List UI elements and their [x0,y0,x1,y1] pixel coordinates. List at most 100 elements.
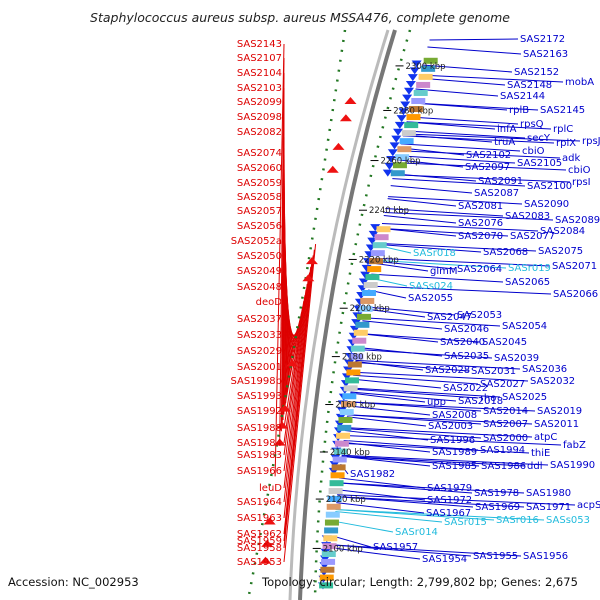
feature-block [322,543,337,550]
dotted-guides [246,29,412,600]
right-gene-label: SAS2065 [505,277,550,288]
plus-strand-gene [344,97,357,105]
feature-block [325,511,340,518]
right-connector [396,162,567,171]
feature-block [347,361,362,368]
plus-strand-gene [339,114,352,122]
right-gene-label: SAS2025 [502,392,547,403]
right-gene-label: SAS1978 [474,488,519,499]
left-connector [283,255,314,542]
left-connector [283,312,303,397]
minus-strand-gene [407,74,418,82]
right-gene-label: SAS2097 [465,162,510,173]
right-gene-label: adk [562,153,580,164]
right-connector [404,130,526,139]
feature-block [319,574,334,581]
left-gene-label: SAS1984 [237,438,282,449]
right-connector [360,333,481,343]
plus-strand-gene [276,421,289,429]
gene-features [259,57,438,590]
right-connector [346,416,427,427]
right-gene-label: rplX [556,138,576,149]
feature-block [331,464,346,471]
right-gene-label: SAS2100 [527,181,572,192]
left-gene-label: SAS2037 [237,314,282,325]
rna-gene-label: SASs053 [546,515,590,526]
right-gene-label: SAS2039 [494,353,539,364]
backbone-arc-shadow [288,29,390,600]
left-gene-label: SAS2057 [237,206,282,217]
feature-block [397,146,412,153]
left-connector [274,43,285,477]
right-connector [407,116,519,125]
right-gene-label: SAS2066 [553,289,598,300]
right-connector [422,64,513,73]
right-connector [377,243,482,253]
feature-block [395,154,410,161]
right-connector [357,348,493,359]
right-connector [335,510,443,523]
right-connector [380,227,509,237]
right-connector [355,361,470,372]
right-connector [419,74,564,83]
right-connector [337,494,576,506]
genome-summary: Topology: circular; Length: 2,799,802 bp… [261,575,578,589]
left-connector [283,272,311,503]
right-connector [350,392,426,403]
right-connector [374,257,551,267]
left-gene-label: SAS2033 [237,330,282,341]
left-connector [283,289,307,456]
plus-strand-gene [263,517,276,525]
feature-block [334,440,349,447]
right-connector [399,150,561,159]
feature-block [372,242,387,249]
right-gene-label: SAS2031 [471,366,516,377]
left-gene-label: SAS2029 [237,346,282,357]
left-gene-label: SAS2107 [237,53,282,64]
right-gene-label: SAS1967 [426,508,471,519]
minus-strand-gene [398,108,409,116]
feature-block [406,114,421,121]
feature-block [330,472,345,479]
minus-strand-gene [391,135,402,143]
feature-block [323,535,338,542]
right-gene-label: rplB [509,105,529,116]
right-gene-label: SAS1972 [427,495,472,506]
right-gene-label: SAS2014 [483,406,528,417]
feature-block [327,495,342,502]
left-gene-label: SAS1964 [237,497,282,508]
right-gene-label: rho [480,393,496,404]
right-connectors [331,38,581,560]
feature-block [324,527,339,534]
minus-strand-gene [400,101,411,109]
right-connector [349,401,536,412]
right-connector [383,214,457,224]
right-gene-label: SAS2028 [425,365,470,376]
right-connector [334,520,394,533]
feature-block [337,424,352,431]
right-connector [353,371,529,382]
feature-block [346,369,361,376]
left-gene-label: SAS2056 [237,221,282,232]
right-connector [390,185,473,194]
feature-block [367,266,382,273]
left-gene-label: deoD [256,297,283,308]
right-gene-label: SAS1989 [432,447,477,458]
accession-text: Accession: NC_002953 [8,575,139,589]
rna-gene-label: SASr018 [413,248,456,259]
right-gene-label: SAS2000 [483,433,528,444]
feature-block [365,274,380,281]
right-gene-label: SAS2046 [444,324,489,335]
right-gene-label: cbiO [568,165,591,176]
right-connector [350,388,479,399]
minus-strand-gene [384,162,395,170]
right-gene-label: rplC [553,124,573,135]
right-connector [411,102,539,111]
ruler-tick-label: 2100 kbp [323,544,363,554]
minus-strand-gene [405,80,416,88]
feature-block [369,258,383,265]
feature-block [326,503,341,510]
left-gene-label: SAS1983 [237,450,282,461]
feature-block [356,313,371,320]
feature-block [321,551,336,558]
